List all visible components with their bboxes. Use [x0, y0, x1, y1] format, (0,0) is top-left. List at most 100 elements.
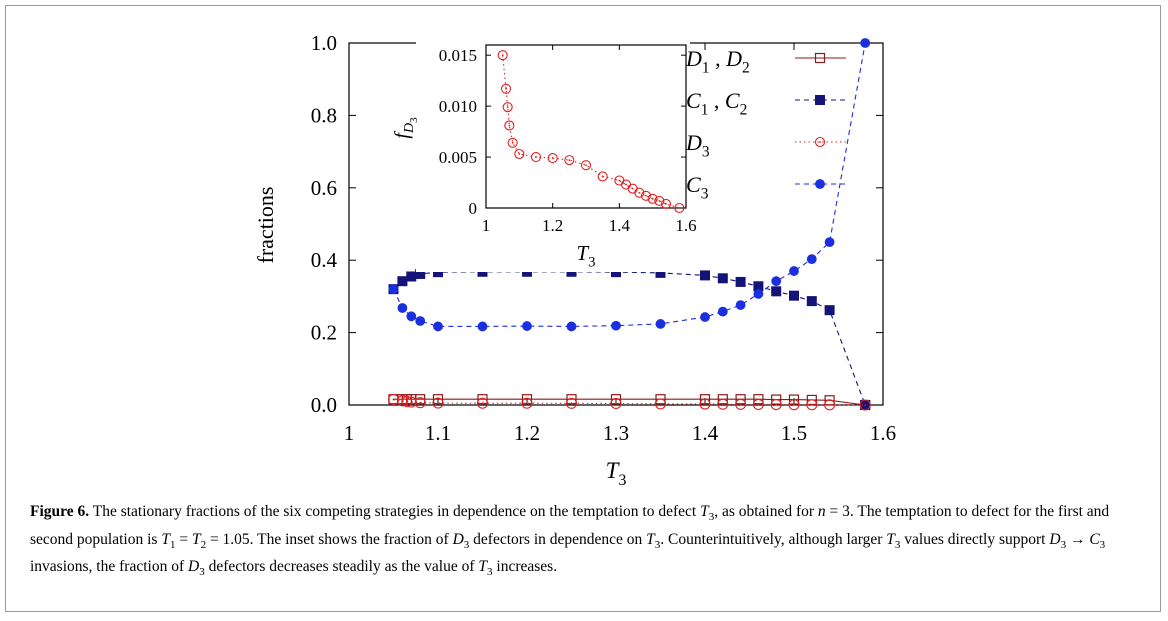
legend-label-main: D: [685, 46, 702, 71]
inset-x-axis-label: T3: [576, 241, 595, 270]
legend-marker: [815, 95, 825, 105]
marker-ring: [597, 171, 608, 182]
marker-ring: [502, 102, 513, 113]
caption-text: 3: [1099, 538, 1106, 551]
marker-dot: [775, 403, 778, 406]
marker-dot: [678, 207, 681, 209]
marker-ring: [387, 394, 400, 406]
data-point-c3: [566, 321, 577, 332]
x-axis-label-sub: 3: [618, 472, 626, 489]
caption-text: T: [886, 530, 895, 548]
y-tick-label: 0.0: [311, 393, 337, 417]
marker-ring: [654, 195, 665, 206]
data-point-c3: [655, 319, 666, 329]
data-point-c3: [771, 276, 782, 287]
marker-dot: [392, 398, 395, 401]
marker-ring: [788, 399, 800, 411]
marker-dot: [419, 401, 422, 404]
inset-data-point: [597, 171, 608, 182]
data-point-d3: [859, 399, 871, 411]
caption-text: = 1.05. The inset shows the fraction of: [206, 530, 453, 548]
marker-ring: [735, 398, 747, 410]
inset-data-point: [674, 202, 685, 214]
caption-text: defectors decreases steadily as the valu…: [204, 558, 479, 576]
inset-series-line: [502, 55, 680, 209]
marker-ring: [504, 120, 515, 131]
legend-entry-c12: C1 , C2: [686, 88, 846, 119]
marker-dot: [665, 203, 667, 205]
marker-ring: [500, 83, 512, 94]
y-tick-label: 1.0: [311, 31, 337, 55]
data-point-d3: [699, 398, 711, 410]
marker-dot: [819, 141, 821, 143]
y-tick-label: 0.4: [311, 248, 338, 272]
caption-text: =: [175, 530, 192, 548]
data-point-d3: [414, 397, 426, 409]
caption-text: 2: [200, 538, 207, 551]
inset-x-axis-label-sub: 3: [588, 254, 595, 270]
x-axis-label-base: T: [606, 458, 621, 483]
marker-dot: [721, 403, 724, 406]
marker-ring: [717, 398, 729, 410]
main-chart: 1 1.1 1.2 1.3 1.4 1.5 1.60.00.20.40.60.81.0T3f…: [253, 31, 896, 489]
caption-text: T: [478, 558, 488, 576]
data-point-c3: [806, 254, 817, 265]
inset-background: [416, 41, 690, 272]
x-tick-label: 1.3: [603, 421, 629, 445]
y-tick-label: 0.6: [311, 176, 337, 200]
marker-dot: [585, 164, 587, 167]
marker-dot: [526, 402, 528, 405]
legend-label-sep: ,: [708, 88, 725, 113]
marker-ring: [521, 397, 533, 409]
caption-text: 3: [463, 538, 470, 551]
legend-label-sub: 1: [702, 60, 710, 77]
series-d3: [387, 394, 871, 411]
inset-x-tick-label: 1.6: [675, 216, 696, 235]
data-point-c12: [735, 276, 746, 287]
y-tick-label: 0.2: [311, 321, 337, 345]
marker-dot: [601, 175, 604, 178]
inset-data-point: [647, 193, 658, 204]
caption-text: 3: [708, 511, 715, 524]
data-point-d3: [770, 399, 782, 411]
marker-dot: [481, 402, 484, 405]
inset-x-axis-label-base: T: [576, 241, 589, 265]
marker-dot: [828, 403, 831, 406]
caption-text: T: [161, 530, 170, 548]
legend-entry-c3: C3: [686, 172, 846, 203]
marker-dot: [651, 197, 654, 200]
series-c3: [388, 38, 871, 332]
caption-text: C: [1089, 530, 1100, 548]
data-point-d3: [752, 398, 764, 411]
legend-marker: [814, 136, 826, 148]
data-point-c3: [388, 284, 399, 295]
inset-series-d3: [497, 50, 685, 214]
data-point-c3: [611, 320, 621, 331]
data-point-c3: [397, 303, 408, 313]
marker-ring: [699, 398, 711, 410]
caption-text: 3: [1060, 538, 1067, 551]
marker-dot: [625, 183, 627, 186]
marker-dot: [501, 54, 504, 57]
inset-x-tick-label: 1: [482, 216, 491, 235]
marker-dot: [505, 87, 507, 90]
data-point-c12: [397, 276, 408, 287]
y-tick-label: 0.8: [311, 103, 337, 127]
marker-dot: [631, 187, 634, 190]
marker-ring: [824, 399, 836, 411]
x-axis-label: T3: [606, 458, 627, 489]
data-point-c3: [415, 316, 426, 326]
marker-dot: [864, 404, 867, 406]
marker-ring: [806, 399, 818, 411]
data-point-c3: [433, 321, 443, 332]
marker-dot: [551, 157, 554, 159]
caption-text: D: [1049, 530, 1061, 548]
inset-data-point: [654, 195, 665, 206]
data-point-d3: [788, 399, 800, 411]
legend-label-sub: 3: [702, 144, 710, 161]
marker-ring: [414, 397, 426, 409]
inset-data-point: [660, 198, 672, 209]
legend-label-sub: 2: [740, 102, 748, 119]
inset-plot-frame: [485, 44, 687, 209]
caption-text: D: [452, 530, 464, 548]
